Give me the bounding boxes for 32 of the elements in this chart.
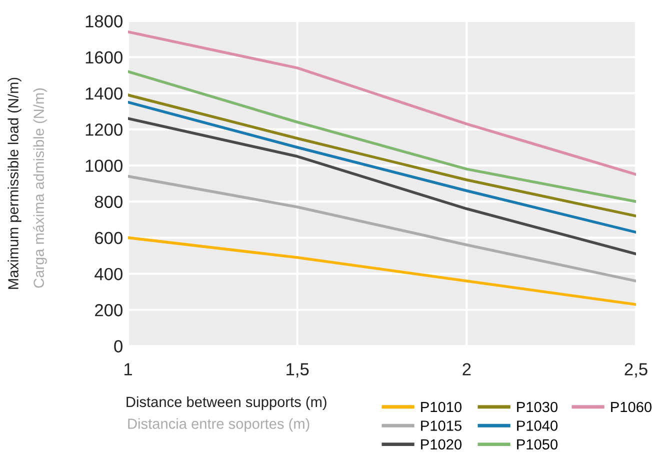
- x-tick-label: 1: [124, 363, 132, 376]
- y-axis-title: Maximum permissible load (N/m): [8, 78, 22, 289]
- legend-label: P1030: [517, 402, 558, 412]
- y-tick-label: 1800: [86, 15, 122, 28]
- y-tick-label: 400: [94, 268, 122, 280]
- y-tick-label: 1600: [86, 51, 122, 64]
- legend-label: P1040: [517, 420, 558, 431]
- line-series: [128, 117, 636, 256]
- legend-label: P1010: [421, 402, 462, 412]
- y-tick-label: 800: [94, 196, 122, 208]
- y-tick-label: 1200: [86, 124, 122, 136]
- text: Distancia entre soportes (m): [128, 418, 310, 432]
- y-tick-label: 600: [95, 232, 122, 244]
- y-tick-label: 0: [114, 340, 122, 352]
- x-tick-label: 2,5: [624, 363, 648, 378]
- legend-label: P1015: [421, 420, 462, 431]
- line-series: [128, 70, 636, 203]
- x-tick-label: 1,5: [286, 363, 309, 378]
- y-tick-label: 1000: [86, 160, 122, 172]
- text: Carga máxima admisible (N/m): [33, 88, 47, 288]
- x-tick-label: 2: [462, 363, 471, 376]
- y-tick-label: 1400: [86, 87, 122, 100]
- line-series: [128, 30, 636, 176]
- legend-label: P1020: [421, 439, 462, 450]
- y-tick-label: 200: [95, 304, 122, 316]
- line-series: [128, 236, 636, 306]
- line-series: [128, 100, 636, 234]
- line-series: [128, 174, 636, 282]
- legend-label: P1060: [611, 402, 652, 412]
- line-series: [128, 94, 636, 218]
- x-axis-title: Distance between supports (m): [126, 396, 326, 410]
- legend-label: P1050: [517, 439, 558, 450]
